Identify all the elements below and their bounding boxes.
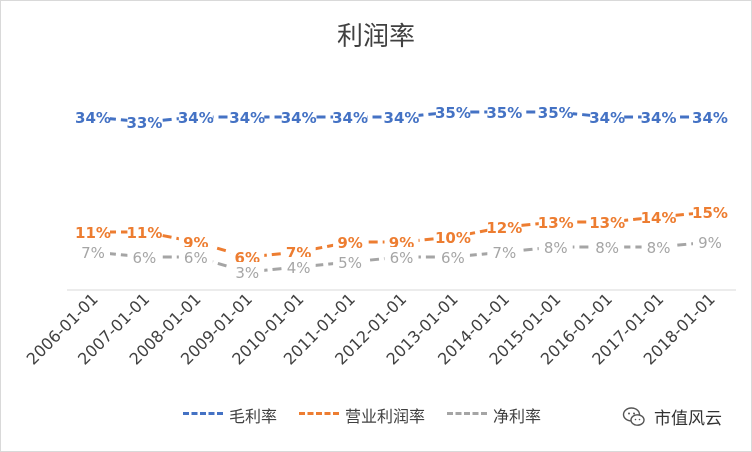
data-label: 34% [692,109,728,127]
data-label: 6% [133,249,157,267]
data-label: 35% [435,104,471,122]
data-label: 34% [178,109,214,127]
data-label: 34% [589,109,625,127]
data-label-bg [641,207,676,227]
legend-label-gross-margin: 毛利率 [229,407,278,426]
data-label-bg [590,107,625,127]
data-label: 9% [337,234,362,252]
data-label: 34% [332,109,368,127]
data-label: 13% [589,214,625,232]
data-label: 34% [75,109,111,127]
data-label-bg [435,247,470,267]
data-label-bg [435,102,470,122]
data-label-bg [281,257,316,277]
data-label-bg [487,242,522,262]
legend: 毛利率 营业利润率 净利率 [183,403,541,427]
data-label: 14% [641,209,677,227]
data-label-bg [384,247,419,267]
wechat-icon [622,406,645,426]
data-label-bg [333,232,368,252]
data-label: 9% [698,234,722,252]
data-label: 7% [81,244,105,262]
legend-swatch-operating-margin [299,412,340,418]
data-label: 5% [338,254,362,272]
data-label: 34% [384,109,420,127]
data-label-bg [538,237,573,257]
data-label: 35% [538,104,574,122]
legend-label-operating-margin: 营业利润率 [345,407,426,426]
data-label-bg [281,107,316,127]
watermark-text: 市值风云 [654,409,722,429]
legend-item-net-margin: 净利率 [447,403,541,427]
data-label-bg [76,242,110,262]
data-label-bg [178,247,213,267]
data-label: 10% [435,229,471,247]
data-label: 6% [441,249,465,267]
data-label: 7% [492,244,516,262]
data-label: 8% [595,239,619,257]
data-label-bg [127,247,162,267]
data-label: 11% [126,224,162,242]
data-label: 8% [544,239,568,257]
data-label: 12% [486,219,522,237]
data-label: 34% [229,109,265,127]
watermark: 市值风云 [622,404,722,429]
data-label-bg [127,112,162,132]
data-label-bg [693,232,727,252]
data-label-bg [693,107,727,127]
data-label-bg [538,102,573,122]
legend-swatch-gross-margin [183,412,223,418]
data-label: 6% [184,249,208,267]
data-label: 4% [287,259,311,277]
data-label: 15% [692,204,728,222]
data-label-bg [641,237,676,257]
legend-swatch-net-margin [447,412,488,418]
chart-title: 利润率 [336,22,415,52]
data-label-bg [538,212,573,232]
data-label-bg [487,217,522,237]
data-label: 6% [390,249,414,267]
data-label-bg [435,227,470,247]
data-label: 34% [641,109,677,127]
data-label-bg [693,202,727,222]
legend-item-gross-margin: 毛利率 [183,403,277,427]
data-label: 13% [538,214,574,232]
data-label: 35% [486,104,522,122]
data-label-bg [76,107,110,127]
data-label-bg [641,107,676,127]
data-label-bg [76,222,110,242]
data-label: 3% [235,264,259,282]
legend-item-operating-margin: 营业利润率 [299,403,425,427]
data-label-bg [230,107,265,127]
legend-label-net-margin: 净利率 [493,407,542,426]
data-label-bg [487,102,522,122]
data-label-bg [590,212,625,232]
data-label-bg [230,262,265,282]
data-label-bg [127,222,162,242]
data-label-bg [178,107,213,127]
data-label: 8% [647,239,671,257]
data-label-bg [333,107,368,127]
data-label-bg [590,237,625,257]
data-label-bg [333,252,368,272]
data-label: 34% [281,109,317,127]
data-label: 33% [126,114,162,132]
data-label-bg [384,107,419,127]
data-label: 11% [75,224,111,242]
